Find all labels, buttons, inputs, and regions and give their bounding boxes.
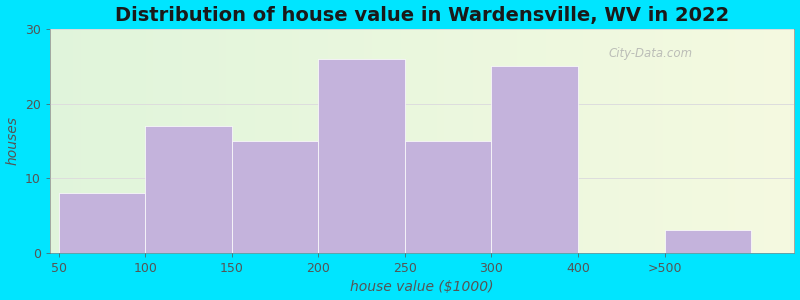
Text: City-Data.com: City-Data.com xyxy=(608,47,693,60)
Bar xyxy=(405,141,491,253)
Bar xyxy=(491,66,578,253)
Bar xyxy=(665,230,751,253)
Bar xyxy=(318,59,405,253)
X-axis label: house value ($1000): house value ($1000) xyxy=(350,280,494,294)
Title: Distribution of house value in Wardensville, WV in 2022: Distribution of house value in Wardensvi… xyxy=(115,6,730,25)
Bar xyxy=(232,141,318,253)
Bar xyxy=(146,126,232,253)
Y-axis label: houses: houses xyxy=(6,116,19,165)
Bar xyxy=(58,193,146,253)
